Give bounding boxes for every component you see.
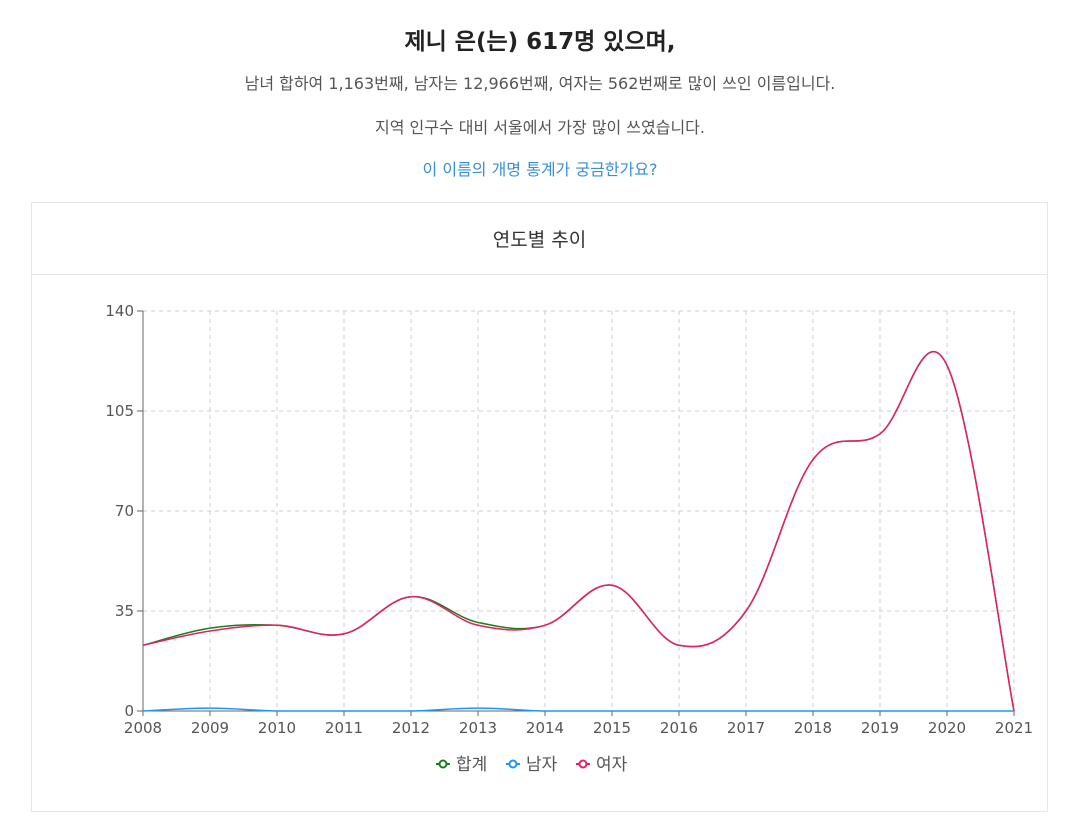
x-tick-label: 2018 — [794, 719, 832, 737]
y-tick-label: 140 — [105, 302, 134, 320]
chart-legend: 합계 남자 여자 — [436, 755, 628, 775]
x-tick-label: 2012 — [392, 719, 430, 737]
region-description: 지역 인구수 대비 서울에서 가장 많이 쓰였습니다. — [374, 118, 705, 137]
legend-swatch-marker — [438, 759, 448, 769]
chart-card: 연도별 추이 0 35 70 105 140 2008 2009 2010 2011 2012 20… — [31, 202, 1048, 812]
x-tick-label: 2019 — [861, 719, 899, 737]
chart-series — [142, 351, 1015, 712]
legend-swatch-marker — [508, 759, 518, 769]
series-line-female — [142, 351, 1015, 712]
chart-grid — [142, 310, 1015, 712]
legend-label: 여자 — [596, 755, 628, 775]
y-tick-label: 35 — [115, 602, 134, 620]
x-tick-label: 2010 — [258, 719, 296, 737]
x-tick-label: 2015 — [593, 719, 631, 737]
legend-swatch-marker — [578, 759, 588, 769]
series-line-male — [142, 707, 1014, 712]
y-tick-label: 105 — [105, 402, 134, 420]
x-tick-label: 2020 — [928, 719, 966, 737]
x-tick-label: 2016 — [660, 719, 698, 737]
x-tick-label: 2009 — [191, 719, 229, 737]
rank-description: 남녀 합하여 1,163번째, 남자는 12,966번째, 여자는 562번째로… — [244, 74, 836, 93]
legend-item-total: 합계 — [436, 755, 487, 775]
x-tick-label: 2021 — [995, 719, 1033, 737]
x-tick-label: 2017 — [727, 719, 765, 737]
y-tick-label: 0 — [124, 702, 134, 720]
x-tick-label: 2013 — [459, 719, 497, 737]
legend-item-male: 남자 — [506, 755, 558, 775]
rename-stats-link[interactable]: 이 이름의 개명 통계가 궁금한가요? — [422, 160, 658, 179]
series-line-total — [142, 351, 1015, 712]
y-tick-label: 70 — [115, 502, 134, 520]
chart-axes: 0 35 70 105 140 2008 2009 2010 2011 2012 2013 2014 2… — [105, 302, 1033, 737]
x-tick-label: 2011 — [325, 719, 363, 737]
yearly-trend-chart: 0 35 70 105 140 2008 2009 2010 2011 2012 2013 2014 2… — [105, 302, 1033, 775]
page-title: 제니 은(는) 617명 있으며, — [404, 29, 676, 55]
x-tick-label: 2014 — [526, 719, 564, 737]
legend-item-female: 여자 — [576, 755, 628, 775]
x-tick-label: 2008 — [124, 719, 162, 737]
chart-card-title: 연도별 추이 — [32, 203, 1047, 275]
legend-label: 남자 — [526, 755, 558, 775]
legend-label: 합계 — [456, 755, 487, 775]
